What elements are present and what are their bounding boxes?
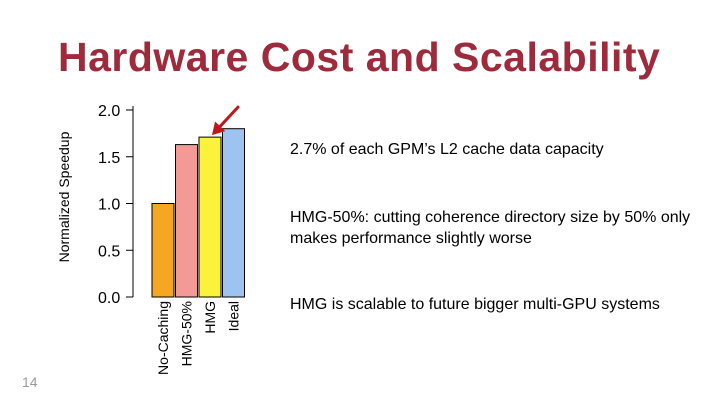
bar-hmg-50- <box>175 144 198 298</box>
slide-number: 14 <box>22 374 38 390</box>
y-axis-title: Normalized Speedup <box>56 131 72 262</box>
y-tick-label: 1.0 <box>98 197 120 214</box>
bar-no-caching <box>151 203 175 298</box>
x-category-label: No-Caching <box>155 301 171 375</box>
y-tick-label: 0.5 <box>98 243 120 260</box>
note-l2-capacity: 2.7% of each GPM’s L2 cache data capacit… <box>290 141 604 158</box>
bar-hmg <box>198 136 222 298</box>
x-category-label: HMG <box>202 301 218 334</box>
note-scalable: HMG is scalable to future bigger multi-G… <box>290 296 660 313</box>
y-tick-label: 0.0 <box>98 290 120 307</box>
slide-title: Hardware Cost and Scalability <box>58 34 661 80</box>
y-tick-label: 2.0 <box>98 103 120 120</box>
x-category-label: HMG-50% <box>179 301 195 366</box>
y-tick-label: 1.5 <box>98 150 120 167</box>
note-hmg-50: HMG-50%: cutting coherence directory siz… <box>290 209 691 247</box>
annotation-arrow <box>212 105 240 136</box>
x-category-label: Ideal <box>226 301 242 331</box>
bar-ideal <box>222 128 245 298</box>
